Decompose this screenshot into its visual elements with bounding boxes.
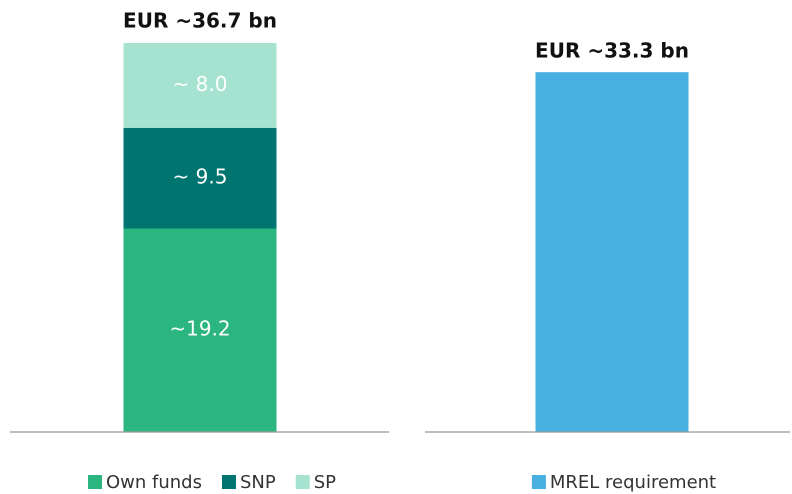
total-label: EUR ~36.7 bn — [123, 9, 277, 33]
value-label: ~ 8.0 — [173, 72, 228, 96]
legend-swatch — [295, 475, 310, 489]
value-label: ~ 9.5 — [173, 165, 228, 189]
bar — [535, 72, 689, 433]
bar-segment — [123, 127, 277, 229]
value-label: EUR ~33.3 bn — [535, 39, 689, 63]
legend-label: Own funds — [106, 472, 202, 493]
legend-swatch — [221, 475, 236, 489]
value-label: ~19.2 — [169, 317, 230, 341]
bar-segment — [123, 228, 277, 432]
legend-label: MREL requirement — [550, 472, 716, 493]
legend-label: SNP — [240, 472, 276, 493]
bar-segment — [123, 43, 277, 128]
legend-label: SP — [314, 472, 336, 493]
legend-swatch — [531, 475, 546, 489]
legend-swatch — [87, 475, 102, 489]
